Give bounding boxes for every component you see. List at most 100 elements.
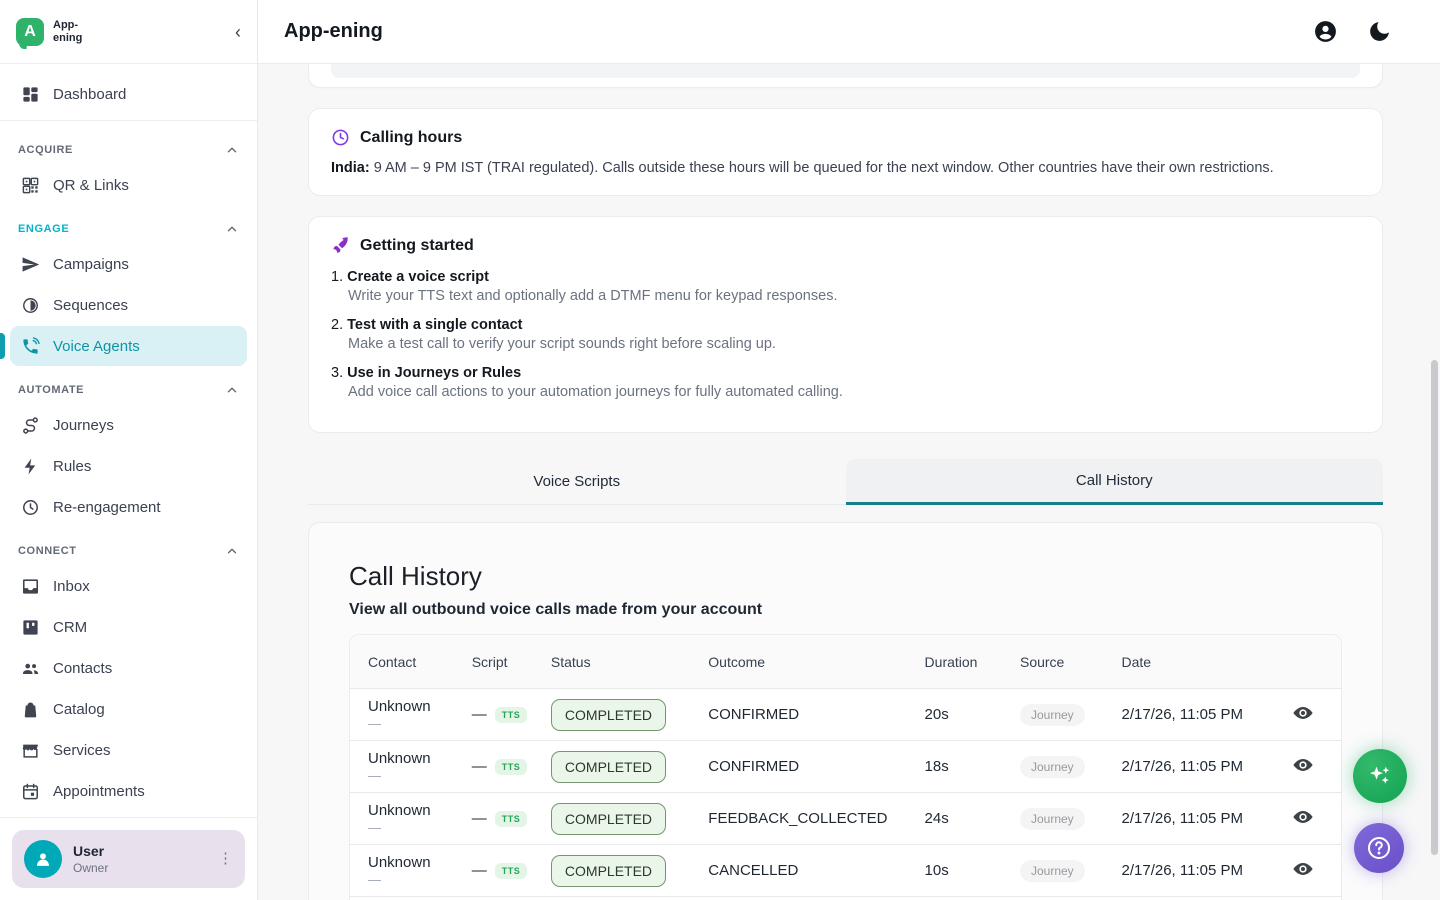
table-row: Unknown — —TTS COMPLETED CONFIRMED 18s J… — [350, 741, 1341, 793]
sidebar-item-voice-agents[interactable]: Voice Agents — [10, 326, 247, 366]
step-item: 1. Create a voice script Write your TTS … — [331, 269, 1360, 304]
tab-voice-scripts[interactable]: Voice Scripts — [308, 459, 846, 504]
column-header-date: Date — [1114, 635, 1285, 689]
sidebar-nav: Dashboard ACQUIRE QR & Links ENGAGE Camp… — [0, 64, 257, 804]
source-cell: Journey — [1012, 897, 1114, 900]
sidebar-item-inbox[interactable]: Inbox — [10, 566, 247, 606]
sidebar-item-crm[interactable]: CRM — [10, 607, 247, 647]
kanban-board-icon — [20, 617, 40, 637]
call-history-panel: Call History View all outbound voice cal… — [308, 522, 1383, 900]
phone-volume-icon — [20, 336, 40, 356]
section-label: CONNECT — [18, 545, 77, 557]
user-card[interactable]: User Owner ⋮ — [12, 830, 245, 888]
shopping-bag-icon — [20, 699, 40, 719]
status-cell: COMPLETED — [543, 793, 700, 845]
view-call-button[interactable] — [1292, 702, 1314, 724]
chevron-up-icon — [225, 143, 239, 157]
tts-badge: TTS — [495, 863, 528, 879]
table-header-row: Contact Script Status Outcome Duration S… — [350, 635, 1341, 689]
contact-cell: Unknown — — [350, 741, 464, 793]
sidebar-item-label: Catalog — [53, 701, 105, 718]
sidebar-item-journeys[interactable]: Journeys — [10, 405, 247, 445]
sidebar-section-automate[interactable]: AUTOMATE — [10, 367, 247, 405]
sidebar-item-campaigns[interactable]: Campaigns — [10, 244, 247, 284]
step-description: Write your TTS text and optionally add a… — [348, 288, 1360, 304]
sidebar-collapse-button[interactable]: ‹ — [235, 23, 241, 41]
sidebar-item-sequences[interactable]: Sequences — [10, 285, 247, 325]
view-call-button[interactable] — [1292, 754, 1314, 776]
dark-mode-moon-icon[interactable] — [1367, 19, 1392, 44]
sidebar-item-label: Appointments — [53, 783, 145, 800]
step-description: Add voice call actions to your automatio… — [348, 384, 1360, 400]
step-item: 2. Test with a single contact Make a tes… — [331, 317, 1360, 352]
sidebar-section-engage[interactable]: ENGAGE — [10, 206, 247, 244]
tab-bar: Voice Scripts Call History — [308, 459, 1383, 505]
step-item: 3. Use in Journeys or Rules Add voice ca… — [331, 365, 1360, 400]
logo-line1: App- — [53, 19, 82, 31]
sidebar-item-label: Re-engagement — [53, 499, 161, 516]
active-indicator — [0, 333, 5, 359]
date-cell: 2/17/26, 11:05 PM — [1114, 897, 1285, 900]
help-button[interactable] — [1354, 823, 1404, 873]
previous-card-clipped — [308, 64, 1383, 88]
duration-cell: 18s — [917, 741, 1012, 793]
topbar: App-ening — [258, 0, 1440, 64]
date-cell: 2/17/26, 11:05 PM — [1114, 741, 1285, 793]
actions-cell — [1284, 845, 1341, 897]
view-call-button[interactable] — [1292, 858, 1314, 880]
view-call-button[interactable] — [1292, 806, 1314, 828]
question-mark-icon — [1365, 834, 1393, 862]
tts-badge: TTS — [495, 811, 528, 827]
scrollbar[interactable] — [1431, 360, 1438, 855]
people-icon — [20, 658, 40, 678]
duration-cell: 10s — [917, 845, 1012, 897]
sidebar-item-dashboard[interactable]: Dashboard — [10, 74, 247, 114]
sidebar-item-rules[interactable]: Rules — [10, 446, 247, 486]
sidebar-item-contacts[interactable]: Contacts — [10, 648, 247, 688]
source-badge: Journey — [1020, 704, 1085, 726]
rocket-icon — [331, 236, 350, 255]
step-description: Make a test call to verify your script s… — [348, 336, 1360, 352]
sidebar-item-label: CRM — [53, 619, 87, 636]
sidebar-item-catalog[interactable]: Catalog — [10, 689, 247, 729]
table-row: Unknown — —TTS COMPLETED CONFIRMED 20s J… — [350, 689, 1341, 741]
chevron-up-icon — [225, 544, 239, 558]
chevron-up-icon — [225, 222, 239, 236]
sidebar-item-re-engagement[interactable]: Re-engagement — [10, 487, 247, 527]
logo-line2: ening — [53, 32, 82, 44]
sidebar-section-connect[interactable]: CONNECT — [10, 528, 247, 566]
tab-call-history[interactable]: Call History — [846, 459, 1384, 505]
step-title: Create a voice script — [347, 269, 489, 285]
sequence-timer-icon — [20, 295, 40, 315]
calling-hours-title: Calling hours — [360, 129, 462, 147]
date-cell: 2/17/26, 11:05 PM — [1114, 793, 1285, 845]
user-info: User Owner — [73, 843, 108, 875]
sidebar-user-area: User Owner ⋮ — [0, 817, 257, 900]
topbar-icons — [1313, 19, 1414, 44]
inbox-icon — [20, 576, 40, 596]
status-badge: COMPLETED — [551, 855, 666, 887]
sidebar-item-qr-links[interactable]: QR & Links — [10, 165, 247, 205]
hours-text: 9 AM – 9 PM IST (TRAI regulated). Calls … — [370, 160, 1274, 176]
contact-cell: Unknown — — [350, 845, 464, 897]
account-icon[interactable] — [1313, 19, 1338, 44]
sidebar-item-services[interactable]: Services — [10, 730, 247, 770]
actions-cell — [1284, 741, 1341, 793]
column-header-actions — [1284, 635, 1341, 689]
call-history-title: Call History — [349, 561, 1342, 592]
user-menu-button[interactable]: ⋮ — [218, 856, 233, 863]
actions-cell — [1284, 793, 1341, 845]
ai-assistant-button[interactable] — [1353, 749, 1407, 803]
calling-hours-text: India: 9 AM – 9 PM IST (TRAI regulated).… — [331, 160, 1360, 176]
step-number: 2. — [331, 317, 343, 333]
sidebar-section-acquire[interactable]: ACQUIRE — [10, 127, 247, 165]
sidebar-header: A App- ening ‹ — [0, 0, 257, 64]
status-badge: COMPLETED — [551, 803, 666, 835]
source-cell: Journey — [1012, 741, 1114, 793]
source-cell: Journey — [1012, 845, 1114, 897]
clock-icon — [20, 497, 40, 517]
sidebar-item-label: Voice Agents — [53, 338, 140, 355]
sidebar-item-label: Rules — [53, 458, 91, 475]
source-cell: Journey — [1012, 689, 1114, 741]
sidebar-item-appointments[interactable]: Appointments — [10, 771, 247, 804]
